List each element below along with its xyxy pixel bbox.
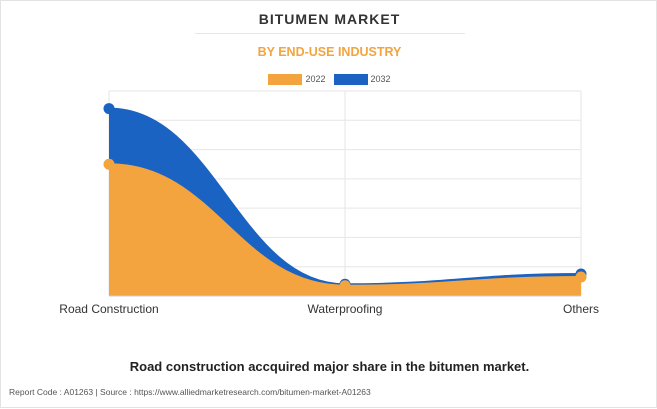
x-tick-label: Others xyxy=(563,302,599,316)
chart-caption: Road construction accquired major share … xyxy=(129,359,530,374)
point-2022-0 xyxy=(103,158,115,170)
area-2022 xyxy=(109,164,581,296)
legend: 2022 2032 xyxy=(1,71,657,87)
x-tick-label: Road Construction xyxy=(59,302,158,316)
legend-item-2022[interactable]: 2022 xyxy=(268,73,326,85)
line-2032 xyxy=(108,107,582,286)
chart-subtitle: BY END-USE INDUSTRY xyxy=(257,45,402,59)
legend-item-2032[interactable]: 2032 xyxy=(333,73,391,85)
chart-title: BITUMEN MARKET xyxy=(258,11,401,27)
x-tick-label: Waterproofing xyxy=(308,302,383,316)
line-2022 xyxy=(108,163,582,287)
legend-label-2032: 2032 xyxy=(370,74,391,84)
legend-swatch-2032 xyxy=(333,73,368,85)
point-2032-0 xyxy=(103,103,115,115)
legend-swatch-2022 xyxy=(268,73,303,85)
report-footer: Report Code : A01263 | Source : https://… xyxy=(9,387,371,397)
title-divider xyxy=(195,33,465,34)
point-2022-1 xyxy=(339,280,351,292)
legend-label-2022: 2022 xyxy=(305,74,326,84)
point-2022-2 xyxy=(575,271,587,283)
